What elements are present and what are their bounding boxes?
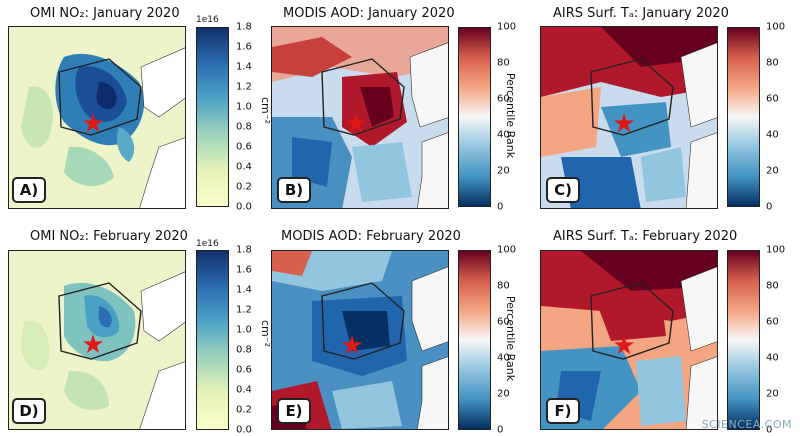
tick: 80 (766, 280, 779, 292)
tick: 20 (766, 388, 779, 400)
tick: 1.4 (236, 284, 252, 296)
tick: 1.8 (236, 21, 252, 33)
tick: 0 (766, 424, 773, 436)
temp-field-jan (541, 27, 717, 208)
tick: 1.4 (236, 61, 252, 73)
tick: 40 (497, 129, 510, 141)
tick: 0 (766, 201, 773, 213)
panel-a-label: A) (12, 177, 46, 203)
no2-exponent: 1e16 (196, 15, 219, 25)
tick: 40 (766, 129, 779, 141)
tick: 0 (497, 424, 504, 436)
tick: 0 (497, 201, 504, 213)
no2-field-feb (9, 251, 185, 429)
no2-exponent: 1e16 (196, 239, 219, 249)
aod-field-feb (272, 251, 448, 429)
panel-c-label: C) (546, 177, 580, 203)
tick: 60 (766, 93, 779, 105)
tick: 100 (497, 21, 517, 33)
panel-a-title: OMI NO₂: January 2020 (30, 6, 180, 21)
tick: 80 (497, 280, 510, 292)
tick: 40 (766, 352, 779, 364)
red-star-icon: ★ (612, 109, 636, 139)
tick: 60 (766, 316, 779, 328)
tick: 100 (497, 244, 517, 256)
no2-colorbar (196, 250, 229, 430)
tick: 0.6 (236, 364, 252, 376)
tick: 0.2 (236, 181, 252, 193)
panel-c-map (540, 26, 718, 209)
tick: 80 (766, 57, 779, 69)
tick: 0.4 (236, 384, 252, 396)
tick: 0.0 (236, 424, 252, 436)
aod-rank-colorbar (458, 250, 491, 430)
panel-f-map (540, 250, 718, 430)
panel-f-label: F) (546, 398, 580, 424)
tick: 60 (497, 316, 510, 328)
tick: 0.6 (236, 141, 252, 153)
red-star-icon: ★ (612, 331, 636, 361)
red-star-icon: ★ (344, 109, 368, 139)
red-star-icon: ★ (340, 331, 364, 361)
panel-d-map (8, 250, 186, 430)
tick: 0.4 (236, 161, 252, 173)
tick: 0.8 (236, 344, 252, 356)
no2-colorbar (196, 27, 229, 207)
tick: 0.0 (236, 201, 252, 213)
tick: 40 (497, 352, 510, 364)
panel-e-label: E) (277, 398, 311, 424)
tick: 100 (766, 21, 786, 33)
tick: 1.8 (236, 244, 252, 256)
tick: 1.6 (236, 264, 252, 276)
tick: 1.0 (236, 324, 252, 336)
tick: 1.2 (236, 304, 252, 316)
tick: 20 (497, 165, 510, 177)
panel-b-label: B) (277, 177, 311, 203)
red-star-icon: ★ (81, 330, 105, 360)
panel-c-title: AIRS Surf. Tₐ: January 2020 (553, 6, 729, 21)
panel-b-title: MODIS AOD: January 2020 (283, 6, 455, 21)
red-star-icon: ★ (81, 109, 105, 139)
tick: 60 (497, 93, 510, 105)
tick: 20 (766, 165, 779, 177)
panel-e-title: MODIS AOD: February 2020 (281, 229, 461, 244)
tick: 100 (766, 244, 786, 256)
panel-e-map (271, 250, 449, 430)
panel-d-label: D) (12, 398, 46, 424)
temp-rank-colorbar (727, 250, 760, 430)
aod-rank-colorbar (458, 27, 491, 207)
temp-rank-colorbar (727, 27, 760, 207)
aod-rank-label: Percentile Rank (504, 72, 518, 159)
tick: 0.2 (236, 404, 252, 416)
aod-rank-label: Percentile Rank (504, 295, 518, 382)
tick: 20 (497, 388, 510, 400)
panel-d-title: OMI NO₂: February 2020 (30, 229, 188, 244)
panel-f-title: AIRS Surf. Tₐ: February 2020 (553, 229, 738, 244)
tick: 1.2 (236, 81, 252, 93)
tick: 1.0 (236, 101, 252, 113)
tick: 0.8 (236, 121, 252, 133)
tick: 1.6 (236, 41, 252, 53)
tick: 80 (497, 57, 510, 69)
watermark: SCIENCEA.COM (701, 418, 792, 431)
